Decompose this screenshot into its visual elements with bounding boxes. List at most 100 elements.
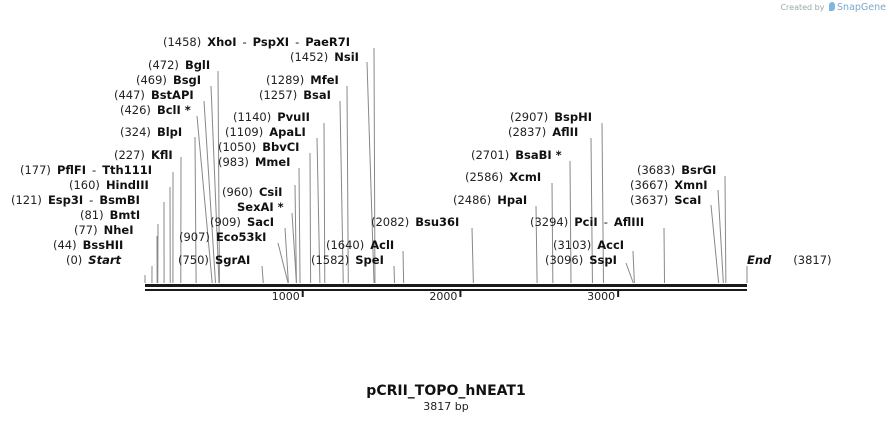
- restriction-site-label[interactable]: (324) BlpI: [120, 125, 182, 139]
- enzyme-name: HindIII: [105, 178, 149, 192]
- restriction-site-label[interactable]: (1140) PvuII: [233, 110, 310, 124]
- restriction-site-label[interactable]: (177) PflFI - Tth111I: [20, 163, 152, 177]
- restriction-site-label[interactable]: (1050) BbvCI: [218, 140, 299, 154]
- site-position: (469): [136, 73, 167, 87]
- site-position: (0): [66, 253, 83, 267]
- enzyme-name: XhoI: [207, 35, 237, 49]
- scale-tick: [617, 291, 620, 297]
- enzyme-name: MfeI: [310, 73, 339, 87]
- enzyme-name: SgrAI: [214, 253, 251, 267]
- restriction-site-label[interactable]: (2701) BsaBI *: [471, 148, 562, 162]
- site-position: (1640): [326, 238, 365, 252]
- enzyme-name: BbvCI: [262, 140, 300, 154]
- restriction-site-label[interactable]: (983) MmeI: [218, 155, 290, 169]
- leader-line: [601, 122, 604, 284]
- restriction-site-label[interactable]: (2486) HpaI: [453, 193, 527, 207]
- restriction-site-label[interactable]: (1582) SpeI: [311, 253, 384, 267]
- site-position: (447): [114, 88, 145, 102]
- restriction-site-label[interactable]: (2586) XcmI: [465, 170, 541, 184]
- restriction-site-label[interactable]: (1640) AclI: [326, 238, 394, 252]
- restriction-site-label[interactable]: SexAI *: [237, 200, 284, 214]
- restriction-site-label[interactable]: (2837) AflII: [508, 125, 578, 139]
- credit-brand: SnapGene: [837, 2, 886, 13]
- enzyme-name: NheI: [103, 223, 134, 237]
- restriction-site-label[interactable]: (2082) Bsu36I: [371, 215, 459, 229]
- site-position: (2837): [508, 125, 547, 139]
- enzyme-name: SacI: [246, 215, 275, 229]
- enzyme-name: HpaI: [497, 193, 528, 207]
- restriction-site-label[interactable]: (472) BglI: [148, 58, 210, 72]
- site-position: (81): [80, 208, 104, 222]
- restriction-site-label[interactable]: (3637) ScaI: [630, 193, 701, 207]
- restriction-site-label[interactable]: (1109) ApaLI: [225, 125, 306, 139]
- restriction-site-label[interactable]: (1452) NsiI: [290, 50, 359, 64]
- enzyme-name: BglI: [184, 58, 211, 72]
- credit-prefix: Created by: [780, 3, 825, 12]
- site-position: (1582): [311, 253, 350, 267]
- site-position: (2586): [465, 170, 504, 184]
- scale-tick: [301, 291, 304, 297]
- restriction-site-label[interactable]: (121) Esp3I - BsmBI: [11, 193, 140, 207]
- restriction-site-label[interactable]: (227) KflI: [114, 148, 173, 162]
- restriction-site-label[interactable]: (750) SgrAI: [178, 253, 250, 267]
- site-position: (3294): [530, 215, 569, 229]
- restriction-site-label[interactable]: (1458) XhoI - PspXI - PaeR7I: [163, 35, 350, 49]
- restriction-site-label[interactable]: End (3817): [747, 253, 832, 267]
- scale-tick: [459, 291, 462, 297]
- restriction-site-label[interactable]: (3683) BsrGI: [637, 163, 716, 177]
- restriction-site-label[interactable]: (2907) BspHI: [510, 110, 592, 124]
- enzyme-name: PvuII: [277, 110, 310, 124]
- restriction-site-label[interactable]: (81) BmtI: [80, 208, 140, 222]
- restriction-site-label[interactable]: (1289) MfeI: [266, 73, 339, 87]
- leader-line: [309, 152, 312, 284]
- restriction-site-label[interactable]: (3096) SspI: [545, 253, 617, 267]
- restriction-site-label[interactable]: (77) NheI: [74, 223, 134, 237]
- restriction-site-label[interactable]: (160) HindIII: [69, 178, 149, 192]
- enzyme-name: Start: [88, 253, 122, 267]
- site-position: (121): [11, 193, 42, 207]
- scale-tick-label: 3000: [587, 290, 616, 303]
- leader-line: [196, 115, 213, 284]
- restriction-site-label[interactable]: (44) BssHII: [53, 238, 123, 252]
- restriction-site-label[interactable]: (3103) AccI: [553, 238, 624, 252]
- restriction-site-label[interactable]: (447) BstAPI: [114, 88, 194, 102]
- leader-line: [203, 100, 216, 284]
- enzyme-name: XcmI: [509, 170, 542, 184]
- leader-line: [569, 160, 572, 284]
- site-position: (1452): [290, 50, 329, 64]
- restriction-site-label[interactable]: (1257) BsaI: [259, 88, 331, 102]
- restriction-site-label[interactable]: (3294) PciI - AflIII: [530, 215, 644, 229]
- site-position: (1458): [163, 35, 202, 49]
- enzyme-name: ApaLI: [269, 125, 306, 139]
- site-position: (3096): [545, 253, 584, 267]
- enzyme-name: End: [747, 253, 772, 267]
- site-position: (1050): [218, 140, 257, 154]
- site-position: (324): [120, 125, 151, 139]
- restriction-site-label[interactable]: (960) CsiI: [222, 185, 282, 199]
- backbone-bottom-strand: [145, 289, 747, 291]
- site-leader-lines: [144, 47, 748, 284]
- enzyme-name: NsiI: [334, 50, 359, 64]
- restriction-site-label[interactable]: (907) Eco53kI: [179, 230, 266, 244]
- leader-line: [323, 122, 326, 284]
- snapgene-credit: Created by SnapGene: [780, 2, 886, 13]
- enzyme-name: KflI: [150, 148, 173, 162]
- leader-line: [710, 204, 720, 284]
- site-position: (750): [178, 253, 209, 267]
- enzyme-name: BsgI: [172, 73, 202, 87]
- enzyme-name: SpeI: [355, 253, 384, 267]
- restriction-site-label[interactable]: (909) SacI: [210, 215, 274, 229]
- site-position: (3103): [553, 238, 592, 252]
- leader-line: [346, 85, 349, 284]
- leader-line: [294, 184, 297, 284]
- restriction-site-label[interactable]: (0) Start: [66, 253, 121, 267]
- leader-line: [194, 136, 197, 284]
- restriction-site-label[interactable]: (426) BclI *: [120, 103, 191, 117]
- restriction-site-label[interactable]: (3667) XmnI: [630, 178, 708, 192]
- restriction-site-label[interactable]: (469) BsgI: [136, 73, 201, 87]
- leader-line: [277, 242, 289, 284]
- leader-line: [291, 212, 297, 284]
- leader-line: [625, 262, 634, 284]
- site-position: (472): [148, 58, 179, 72]
